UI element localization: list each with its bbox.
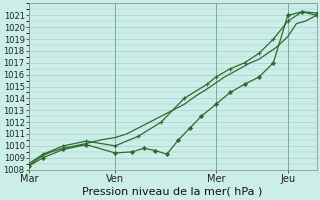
X-axis label: Pression niveau de la mer( hPa ): Pression niveau de la mer( hPa ) — [83, 187, 263, 197]
